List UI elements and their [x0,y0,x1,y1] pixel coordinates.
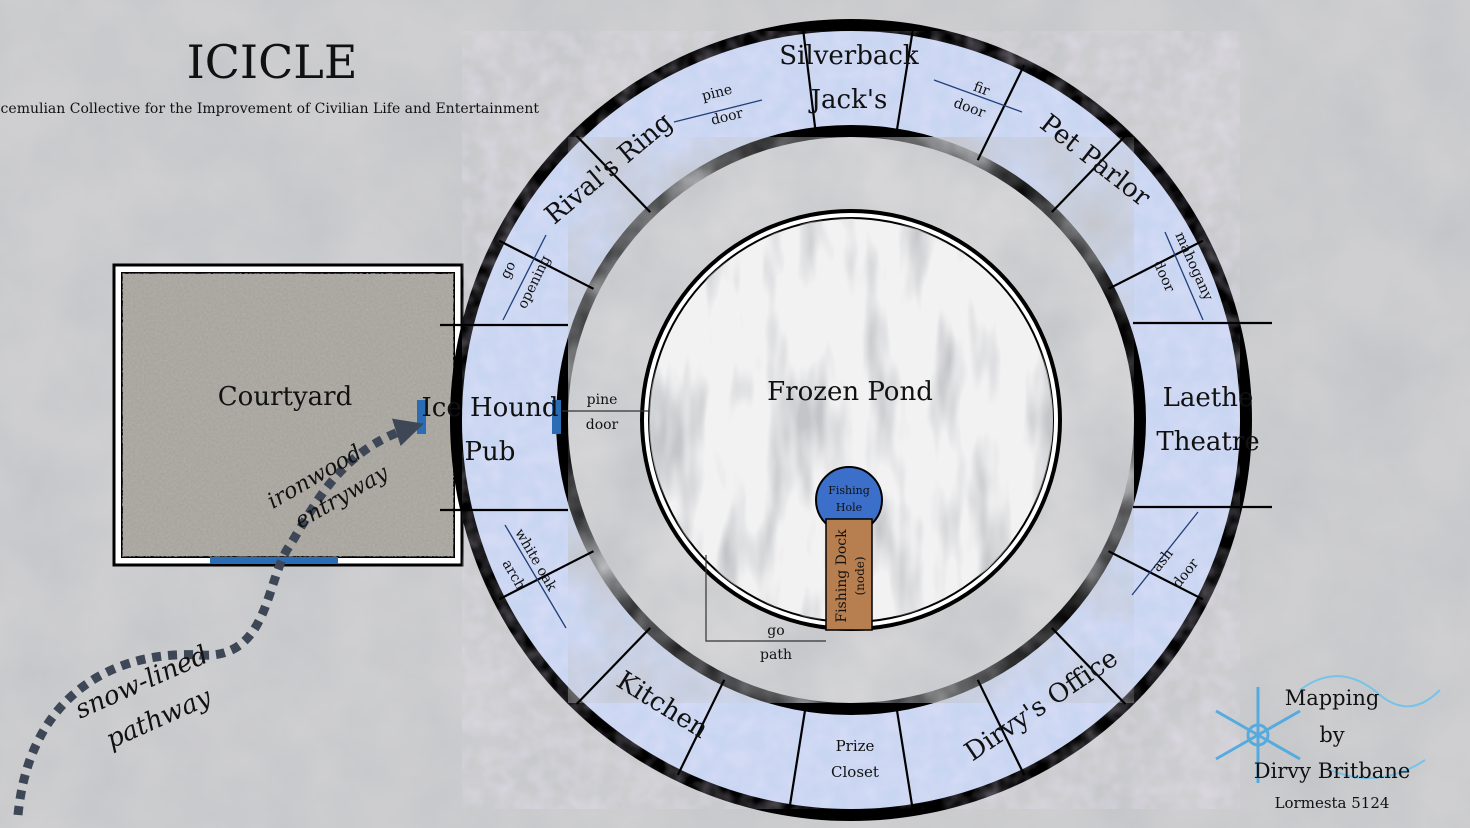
room-dividers [498,27,1204,811]
room-divider-1 [895,29,914,135]
pub-west-door[interactable] [417,400,426,434]
laethe-label-2: Theatre [1156,427,1259,457]
map-title: ICICLE [187,35,358,89]
credit-by: by [1319,723,1344,747]
room-divider-10 [676,679,726,776]
go-path-2: path [760,647,792,663]
room-divider-5 [1108,550,1204,601]
room-divider-6 [1051,627,1127,705]
room-divider-0 [801,27,817,134]
map-subtitle: Icemulian Collective for the Improvement… [0,101,539,117]
silverback-label-2: Jack's [808,85,888,115]
pine-door-pub-1: pine [587,392,618,408]
credit-author: Dirvy Britbane [1254,759,1411,783]
room-divider-14 [575,135,651,213]
snow-lined-pathway-arrow [13,418,424,816]
room-divider-3 [1051,135,1127,213]
fishing-dock[interactable] [825,518,873,631]
laethe-label-1: Laethe [1163,383,1254,413]
room-divider-11 [575,627,651,705]
go-path-line [705,555,826,642]
laethe-theatre-walls [1133,321,1272,509]
fishing-hole-label-1: Fishing [828,484,870,497]
fir-door-1: fir [971,79,992,100]
go-path-1: go [767,623,784,639]
courtyard-label: Courtyard [218,382,352,412]
room-divider-7 [976,679,1026,776]
pine-door-top-2: door [709,105,745,128]
ice-hound-pub-walls [440,323,568,512]
frozen-pond-label: Frozen Pond [767,377,933,407]
go-opening-1: go [497,259,519,282]
credit-mapping: Mapping [1285,686,1380,710]
ice-hound-label-1: Ice Hound [422,393,559,423]
room-divider-4 [1108,239,1204,290]
room-divider-8 [895,705,914,811]
room-divider-2 [976,64,1026,161]
exit-lines [502,79,1204,629]
room-divider-13 [498,239,594,290]
fishing-dock-label-1: Fishing Dock [834,529,850,623]
fishing-dock-label-2: (node) [853,556,867,595]
courtyard-south-exit[interactable] [210,557,338,564]
frozen-pond-room[interactable] [640,209,1062,631]
prize-closet-label-1: Prize [836,737,875,755]
credit-date: Lormesta 5124 [1275,794,1390,812]
snowflake-icon [1215,675,1441,783]
pine-door-top-1: pine [700,82,734,105]
ice-hound-label-2: Pub [465,437,516,467]
room-divider-12 [498,550,594,601]
room-divider-9 [788,705,807,811]
silverback-label-1: Silverback [779,41,919,71]
pub-east-door[interactable] [552,400,561,434]
fishing-hole-label-2: Hole [836,501,862,514]
courtyard-room[interactable] [112,263,464,567]
prize-closet-label-2: Closet [831,763,879,781]
pine-door-pub-2: door [586,417,619,433]
